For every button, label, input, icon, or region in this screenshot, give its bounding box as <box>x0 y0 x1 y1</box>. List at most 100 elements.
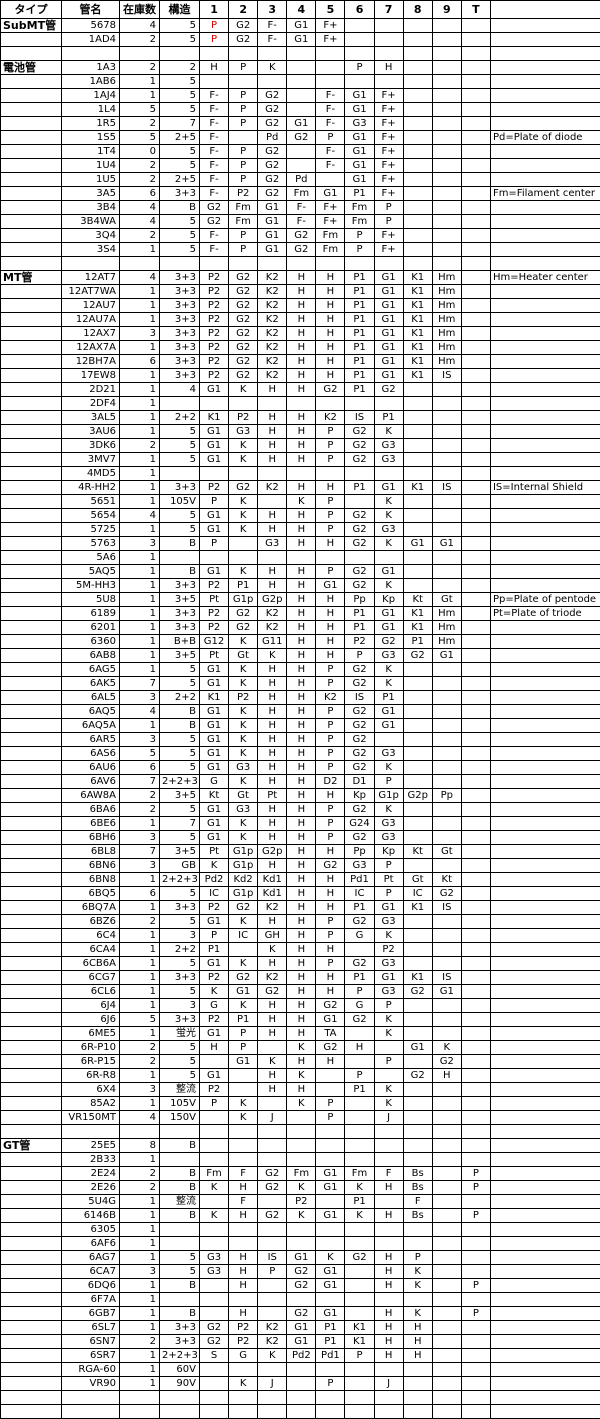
cell-pin-9: IS <box>432 369 461 383</box>
cell-pin-3: K <box>258 61 287 75</box>
cell-remark <box>490 1055 600 1069</box>
cell-pin-5: G1 <box>316 187 345 201</box>
cell-pin-4: H <box>287 943 316 957</box>
cell-remark <box>490 1181 600 1195</box>
cell-pin-1: G1 <box>200 663 229 677</box>
cell-tube-name: 6X4 <box>62 1083 120 1097</box>
cell-type <box>1 1293 62 1307</box>
cell-pin-3 <box>258 1153 287 1167</box>
cell-structure <box>160 47 200 61</box>
cell-pin-2 <box>229 1405 258 1419</box>
cell-pin-8 <box>403 915 432 929</box>
cell-stock: 1 <box>120 621 160 635</box>
cell-pin-2: K <box>229 705 258 719</box>
cell-pin-7: P1 <box>374 411 403 425</box>
cell-pin-t <box>461 663 490 677</box>
cell-type <box>1 1321 62 1335</box>
cell-pin-8 <box>403 201 432 215</box>
cell-pin-1: G1 <box>200 425 229 439</box>
cell-pin-2: P2 <box>229 187 258 201</box>
cell-remark <box>490 999 600 1013</box>
cell-structure: 整流 <box>160 1083 200 1097</box>
cell-pin-9 <box>432 397 461 411</box>
cell-stock: 1 <box>120 985 160 999</box>
cell-stock: 1 <box>120 719 160 733</box>
cell-pin-9 <box>432 747 461 761</box>
cell-tube-name: 6146B <box>62 1209 120 1223</box>
cell-pin-4: G1 <box>287 1251 316 1265</box>
cell-remark <box>490 915 600 929</box>
cell-type <box>1 1237 62 1251</box>
cell-pin-1: H <box>200 61 229 75</box>
cell-pin-4: K <box>287 495 316 509</box>
cell-stock: 1 <box>120 593 160 607</box>
cell-stock: 3 <box>120 733 160 747</box>
cell-pin-t <box>461 537 490 551</box>
cell-pin-8: G2 <box>403 1069 432 1083</box>
cell-pin-1 <box>200 1377 229 1391</box>
cell-pin-9: Hm <box>432 327 461 341</box>
cell-structure: 2+5 <box>160 173 200 187</box>
cell-pin-3 <box>258 1125 287 1139</box>
cell-pin-2 <box>229 943 258 957</box>
cell-pin-5: H <box>316 649 345 663</box>
cell-pin-8 <box>403 131 432 145</box>
cell-pin-4 <box>287 47 316 61</box>
cell-pin-7: G1 <box>374 271 403 285</box>
cell-pin-7: K <box>374 1097 403 1111</box>
cell-pin-3 <box>258 75 287 89</box>
cell-structure: 5 <box>160 1069 200 1083</box>
cell-pin-8 <box>403 1097 432 1111</box>
cell-pin-t <box>461 859 490 873</box>
cell-pin-t <box>461 1265 490 1279</box>
cell-structure: B <box>160 705 200 719</box>
cell-pin-4: H <box>287 789 316 803</box>
cell-pin-6 <box>345 75 374 89</box>
cell-pin-4: F- <box>287 215 316 229</box>
cell-remark <box>490 411 600 425</box>
cell-pin-4: H <box>287 271 316 285</box>
cell-remark <box>490 1293 600 1307</box>
cell-pin-1 <box>200 257 229 271</box>
cell-pin-4: H <box>287 341 316 355</box>
cell-pin-4: G2 <box>287 1265 316 1279</box>
cell-remark <box>490 495 600 509</box>
cell-pin-2: P <box>229 117 258 131</box>
cell-pin-3 <box>258 1097 287 1111</box>
cell-structure: 5 <box>160 761 200 775</box>
cell-pin-1: G2 <box>200 1335 229 1349</box>
cell-pin-t <box>461 1293 490 1307</box>
cell-pin-1: K <box>200 1181 229 1195</box>
cell-pin-1: P <box>200 537 229 551</box>
cell-tube-name: 6CL6 <box>62 985 120 999</box>
cell-structure: 5 <box>160 803 200 817</box>
cell-pin-8 <box>403 1153 432 1167</box>
cell-pin-8 <box>403 1405 432 1419</box>
cell-pin-1: P2 <box>200 971 229 985</box>
cell-remark <box>490 313 600 327</box>
cell-pin-7 <box>374 257 403 271</box>
cell-tube-name: 5763 <box>62 537 120 551</box>
cell-tube-name: 4R-HH2 <box>62 481 120 495</box>
cell-pin-4: F- <box>287 201 316 215</box>
cell-type <box>1 1027 62 1041</box>
cell-remark <box>490 1363 600 1377</box>
cell-pin-5 <box>316 1125 345 1139</box>
cell-tube-name: 6AS6 <box>62 747 120 761</box>
cell-pin-7: G1 <box>374 299 403 313</box>
cell-pin-4 <box>287 397 316 411</box>
cell-pin-9 <box>432 677 461 691</box>
cell-remark <box>490 509 600 523</box>
cell-pin-8 <box>403 145 432 159</box>
cell-pin-4: H <box>287 663 316 677</box>
cell-pin-6 <box>345 1363 374 1377</box>
cell-stock: 2 <box>120 173 160 187</box>
cell-pin-3: G11 <box>258 635 287 649</box>
cell-remark <box>490 47 600 61</box>
cell-pin-7 <box>374 33 403 47</box>
